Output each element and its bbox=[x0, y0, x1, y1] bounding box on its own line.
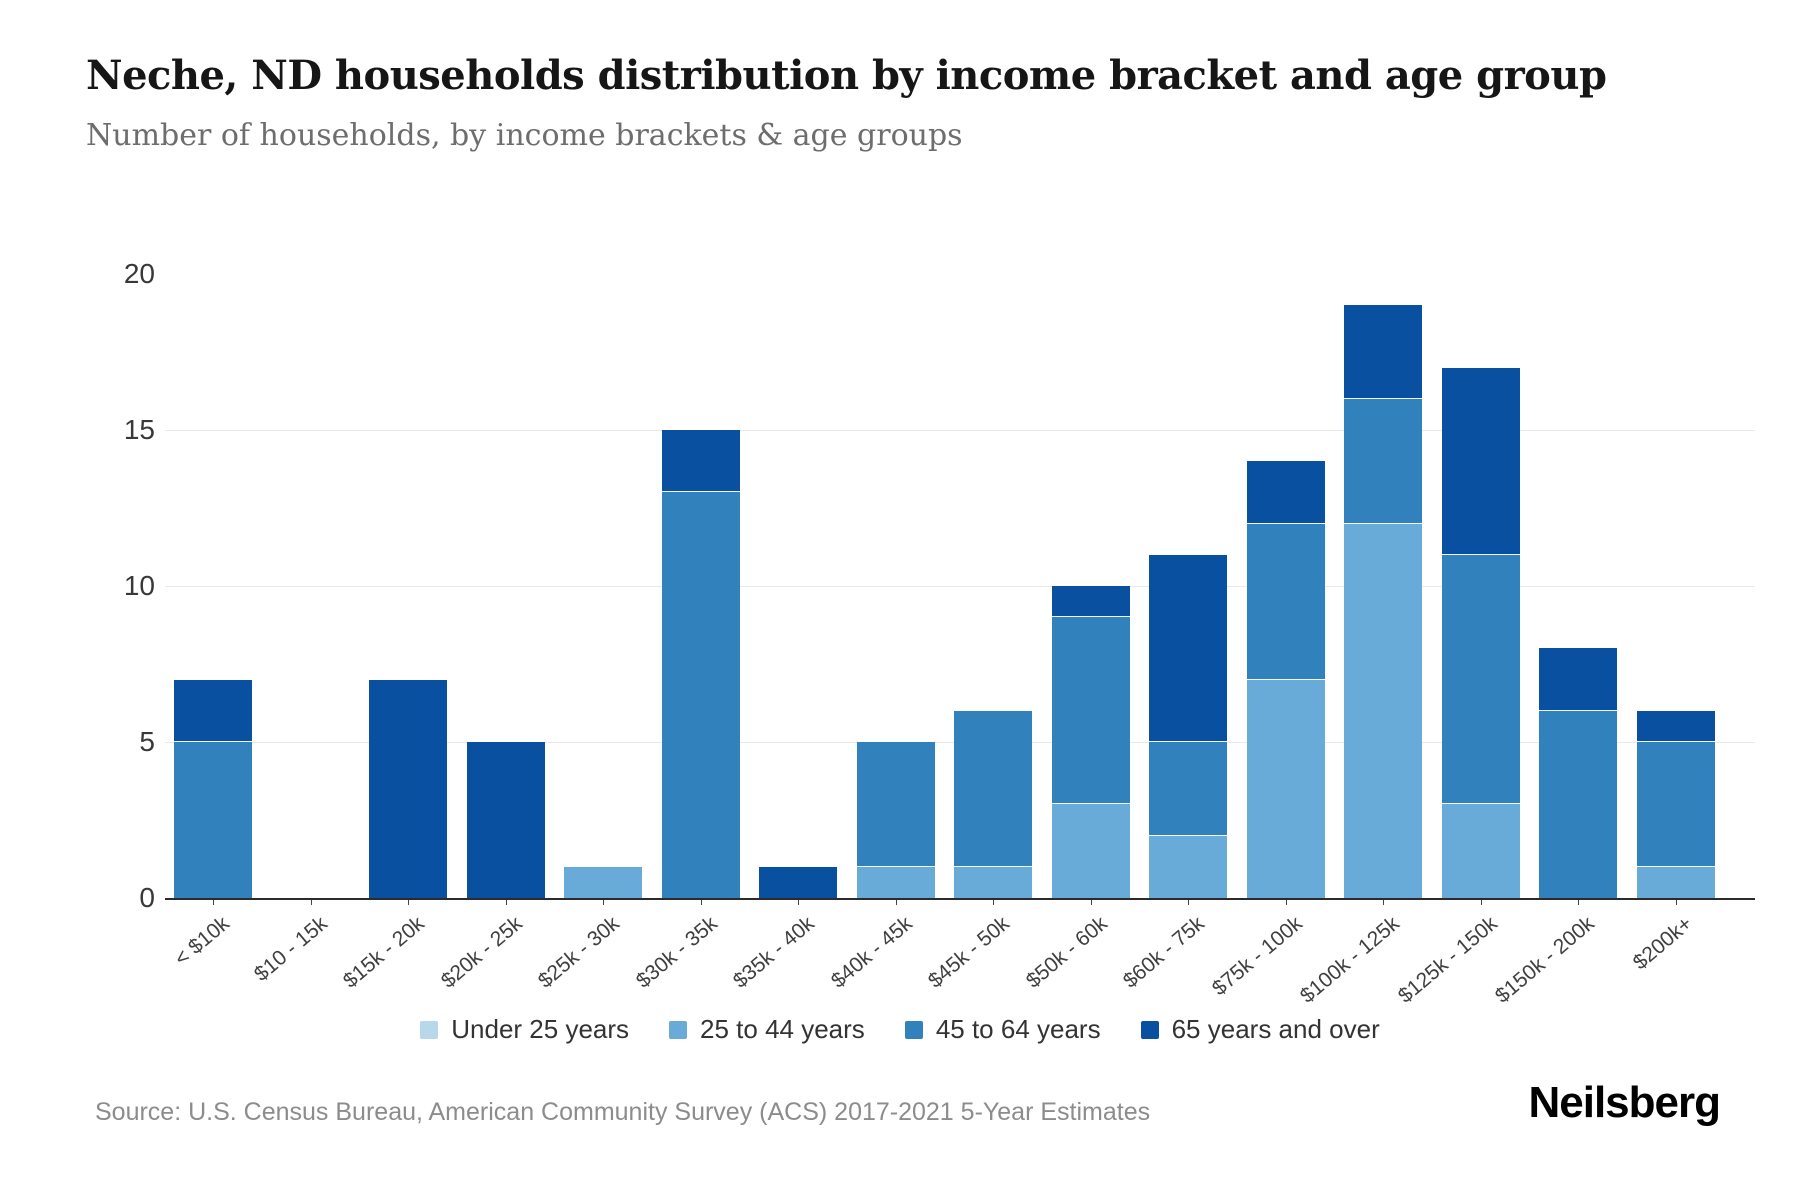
bar-segment[interactable] bbox=[856, 742, 935, 867]
y-axis-tick-label: 20 bbox=[123, 258, 155, 289]
x-axis-tick bbox=[993, 898, 995, 905]
bar-segment[interactable] bbox=[369, 679, 448, 898]
legend-item[interactable]: 45 to 64 years bbox=[904, 1014, 1101, 1045]
x-axis-tick-label: $25k - 30k bbox=[533, 912, 624, 993]
x-axis-tick-label: $40k - 45k bbox=[826, 912, 917, 993]
legend-item[interactable]: 65 years and over bbox=[1140, 1014, 1380, 1045]
bar-segment[interactable] bbox=[1441, 367, 1520, 555]
legend-swatch bbox=[669, 1020, 688, 1039]
x-axis-tick bbox=[1480, 898, 1482, 905]
legend-swatch bbox=[1140, 1020, 1159, 1039]
gridline bbox=[165, 586, 1755, 587]
y-axis-tick-label: 5 bbox=[139, 726, 155, 757]
x-axis-tick bbox=[213, 898, 214, 905]
x-axis-tick-label: $20k - 25k bbox=[436, 912, 527, 993]
x-axis-tick bbox=[505, 898, 507, 905]
chart-title: Neche, ND households distribution by inc… bbox=[86, 52, 1607, 99]
x-axis-tick-label: $100k - 125k bbox=[1296, 912, 1405, 1008]
x-axis-tick bbox=[310, 898, 312, 905]
legend-label: 25 to 44 years bbox=[700, 1014, 865, 1044]
bar-segment[interactable] bbox=[1441, 554, 1520, 805]
y-axis-tick-label: 10 bbox=[123, 570, 155, 601]
bar-segment[interactable] bbox=[856, 866, 935, 898]
x-axis-tick-label: $125k - 150k bbox=[1393, 912, 1502, 1008]
bar-segment[interactable] bbox=[954, 866, 1033, 898]
bar-segment[interactable] bbox=[1051, 586, 1130, 618]
bar-segment[interactable] bbox=[174, 742, 252, 898]
bar-segment[interactable] bbox=[1636, 742, 1715, 867]
x-axis-tick bbox=[1188, 898, 1190, 905]
bar-segment[interactable] bbox=[1636, 710, 1715, 742]
gridline bbox=[165, 430, 1755, 431]
source-note: Source: U.S. Census Bureau, American Com… bbox=[95, 1098, 1151, 1126]
legend-swatch bbox=[904, 1020, 923, 1039]
x-axis-tick bbox=[408, 898, 410, 905]
x-axis-tick-label: $200k+ bbox=[1628, 912, 1697, 975]
x-axis-tick bbox=[1578, 898, 1580, 905]
bar-segment[interactable] bbox=[564, 866, 643, 898]
x-axis-tick-label: < $10k bbox=[170, 912, 234, 971]
bar-segment[interactable] bbox=[1539, 710, 1618, 898]
x-axis-tick-label: $10 - 15k bbox=[249, 912, 332, 986]
x-axis-tick-label: $75k - 100k bbox=[1207, 912, 1307, 1001]
x-axis-tick bbox=[895, 898, 897, 905]
bar-segment[interactable] bbox=[1149, 835, 1228, 898]
bar-segment[interactable] bbox=[1149, 554, 1228, 742]
x-axis-tick bbox=[603, 898, 605, 905]
bar-segment[interactable] bbox=[1344, 523, 1423, 898]
bar-segment[interactable] bbox=[1246, 679, 1325, 898]
bar-segment[interactable] bbox=[1051, 617, 1130, 805]
legend-swatch bbox=[420, 1020, 439, 1039]
bar-segment[interactable] bbox=[174, 679, 252, 742]
bar-segment[interactable] bbox=[1051, 804, 1130, 898]
y-axis-tick-label: 15 bbox=[123, 414, 155, 445]
bar-segment[interactable] bbox=[661, 430, 740, 493]
x-axis-tick-label: $15k - 20k bbox=[338, 912, 429, 993]
bar-segment[interactable] bbox=[1246, 461, 1325, 524]
bar-segment[interactable] bbox=[1344, 398, 1423, 524]
legend-label: 45 to 64 years bbox=[935, 1014, 1101, 1044]
bar-segment[interactable] bbox=[466, 742, 545, 898]
x-axis-tick-label: $45k - 50k bbox=[924, 912, 1015, 993]
bar-segment[interactable] bbox=[1246, 523, 1325, 680]
bar-segment[interactable] bbox=[954, 710, 1033, 867]
x-axis-tick bbox=[700, 898, 702, 905]
legend-label: 65 years and over bbox=[1171, 1014, 1380, 1044]
x-axis-tick-label: $35k - 40k bbox=[729, 912, 819, 993]
legend-item[interactable]: 25 to 44 years bbox=[669, 1014, 865, 1045]
x-axis-tick-label: $30k - 35k bbox=[631, 912, 722, 993]
legend: Under 25 years 25 to 44 years 45 to 64 yea… bbox=[0, 1014, 1800, 1045]
bar-segment[interactable] bbox=[1539, 648, 1618, 711]
bar-segment[interactable] bbox=[1441, 804, 1520, 898]
legend-label: Under 25 years bbox=[451, 1014, 630, 1044]
bar-segment[interactable] bbox=[759, 866, 838, 898]
x-axis-tick bbox=[798, 898, 800, 905]
x-axis-tick bbox=[1285, 898, 1287, 905]
x-axis-tick bbox=[1090, 898, 1092, 905]
chart-subtitle: Number of households, by income brackets… bbox=[86, 118, 963, 153]
x-axis-tick-label: $60k - 75k bbox=[1119, 912, 1210, 993]
bar-segment[interactable] bbox=[661, 492, 740, 898]
bar-segment[interactable] bbox=[1149, 742, 1228, 836]
brand-logo: Neilsberg bbox=[1528, 1078, 1721, 1127]
legend-item[interactable]: Under 25 years bbox=[420, 1014, 629, 1045]
x-axis-tick bbox=[1383, 898, 1385, 905]
x-axis-line bbox=[165, 898, 1755, 900]
bar-segment[interactable] bbox=[1636, 866, 1715, 898]
x-axis-tick-label: $150k - 200k bbox=[1491, 912, 1600, 1008]
y-axis-tick-label: 0 bbox=[139, 882, 155, 913]
bar-segment[interactable] bbox=[1344, 305, 1423, 399]
x-axis-tick-label: $50k - 60k bbox=[1021, 912, 1112, 993]
x-axis-tick bbox=[1675, 898, 1677, 905]
